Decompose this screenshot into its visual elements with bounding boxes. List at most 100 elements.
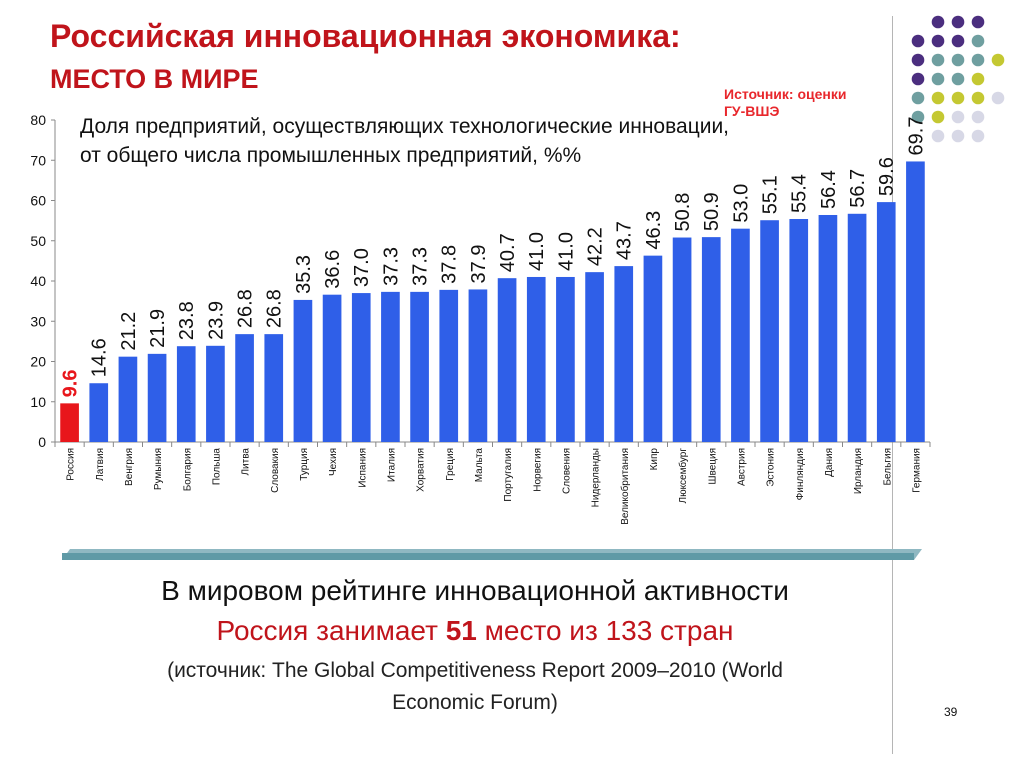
value-label: 69.7 xyxy=(905,117,927,156)
category-label: Латвия xyxy=(95,448,106,481)
source-line-1: Источник: оценки xyxy=(724,86,847,102)
value-label: 50.8 xyxy=(672,193,694,232)
value-label: 37.8 xyxy=(439,245,461,284)
footer-line-1: В мировом рейтинге инновационной активно… xyxy=(161,575,789,606)
category-label: Эстония xyxy=(766,448,777,487)
category-label: Кипр xyxy=(649,448,660,471)
value-label: 55.4 xyxy=(789,174,811,213)
category-label: Дания xyxy=(824,448,835,477)
category-label: Бельгия xyxy=(882,448,893,486)
value-label: 37.0 xyxy=(351,248,373,287)
bar-Греция xyxy=(439,289,459,442)
category-label: Нидерланды xyxy=(591,448,602,507)
value-label: 40.7 xyxy=(497,233,519,272)
bar-Эстония xyxy=(760,220,779,442)
bar-Болгария xyxy=(176,346,196,442)
value-label: 41.0 xyxy=(555,232,577,271)
y-tick-label: 20 xyxy=(30,354,46,370)
value-label: 26.8 xyxy=(264,289,286,328)
value-label: 37.3 xyxy=(380,247,402,286)
category-label: Португалия xyxy=(503,448,514,502)
y-tick-label: 50 xyxy=(30,233,46,249)
category-label: Австрия xyxy=(736,448,747,486)
y-tick-label: 0 xyxy=(38,434,46,450)
category-label: Хорватия xyxy=(416,448,427,492)
bar-Ирландия xyxy=(847,213,867,442)
y-tick-label: 60 xyxy=(30,193,46,209)
bar-Финляндия xyxy=(789,219,809,442)
y-tick-label: 10 xyxy=(30,394,46,410)
category-label: Чехия xyxy=(328,448,339,476)
value-label: 23.8 xyxy=(176,301,198,340)
category-label: Румыния xyxy=(153,448,164,490)
page-subtitle: МЕСТО В МИРЕ xyxy=(50,64,259,94)
page-number: 39 xyxy=(944,705,958,719)
value-label: 23.9 xyxy=(205,301,227,340)
category-label: Финляндия xyxy=(795,448,806,500)
footer-line-4: Economic Forum) xyxy=(392,691,558,714)
value-label: 35.3 xyxy=(293,255,315,294)
page-title: Российская инновационная экономика: xyxy=(50,18,681,54)
bar-Дания xyxy=(818,214,838,442)
footer-source: (источник: The Global Competitiveness Re… xyxy=(0,655,950,719)
y-tick-label: 40 xyxy=(30,273,46,289)
bar-Испания xyxy=(351,293,371,442)
category-label: Венгрия xyxy=(124,448,135,486)
value-label: 14.6 xyxy=(89,338,111,377)
bar-Румыния xyxy=(147,353,167,442)
category-label: Испания xyxy=(357,448,368,488)
footer-line-2-prefix: Россия занимает xyxy=(216,615,446,646)
bar-Словения xyxy=(556,276,575,442)
bar-Люксембург xyxy=(672,237,692,442)
bar-chart: 0 10 20 30 40 50 60 70 80 9.6 14.6 21.2 21.9 23.8 23.… xyxy=(30,112,931,525)
value-label: 37.9 xyxy=(468,245,490,284)
category-label: Греция xyxy=(445,448,456,481)
category-label: Германия xyxy=(911,448,922,493)
value-label: 56.4 xyxy=(818,170,840,209)
value-label: 53.0 xyxy=(730,184,752,223)
category-label: Швеция xyxy=(707,448,718,485)
y-tick-label: 30 xyxy=(30,313,46,329)
footer-line-2: Россия занимает 51 место из 133 стран xyxy=(0,615,950,647)
category-label: Италия xyxy=(386,448,397,482)
category-label: Мальта xyxy=(474,448,485,483)
source-line-2: ГУ-ВШЭ xyxy=(724,103,780,119)
value-label: 21.9 xyxy=(147,309,169,348)
bar-Италия xyxy=(381,291,400,442)
category-label: Ирландия xyxy=(853,448,864,494)
bar-Швеция xyxy=(701,237,721,442)
bar-Мальта xyxy=(468,289,488,442)
bar-Чехия xyxy=(322,294,342,442)
category-label: Россия xyxy=(66,448,77,481)
bar-Венгрия xyxy=(118,356,138,442)
category-label: Словакия xyxy=(270,448,281,493)
value-label: 37.3 xyxy=(410,247,432,286)
bar-Австрия xyxy=(731,228,750,442)
category-label: Турция xyxy=(299,448,310,481)
value-label: 56.7 xyxy=(847,169,869,208)
value-label: 36.6 xyxy=(322,250,344,289)
bar-Словакия xyxy=(264,334,284,442)
bar-Польша xyxy=(206,345,225,442)
bar-Норвегия xyxy=(526,276,546,442)
bar-Латвия xyxy=(89,383,109,442)
value-label: 59.6 xyxy=(876,157,898,196)
y-tick-label: 80 xyxy=(30,112,46,128)
value-label: 55.1 xyxy=(760,175,782,214)
value-label: 42.2 xyxy=(585,227,607,266)
bar-Нидерланды xyxy=(585,272,604,442)
category-label: Люксембург xyxy=(677,448,689,504)
value-label: 26.8 xyxy=(235,289,257,328)
value-label: 9.6 xyxy=(60,370,82,398)
footer-line-3: (источник: The Global Competitiveness Re… xyxy=(167,659,783,682)
bar-Литва xyxy=(235,334,254,442)
bar-Россия xyxy=(60,403,79,442)
bar-Германия xyxy=(906,161,925,442)
bar-Турция xyxy=(293,299,313,442)
category-label: Литва xyxy=(241,448,252,476)
value-label: 43.7 xyxy=(614,221,636,260)
category-label: Норвегия xyxy=(532,448,543,492)
chart-title: Доля предприятий, осуществляющих техноло… xyxy=(80,115,730,167)
category-label: Польша xyxy=(211,448,222,486)
